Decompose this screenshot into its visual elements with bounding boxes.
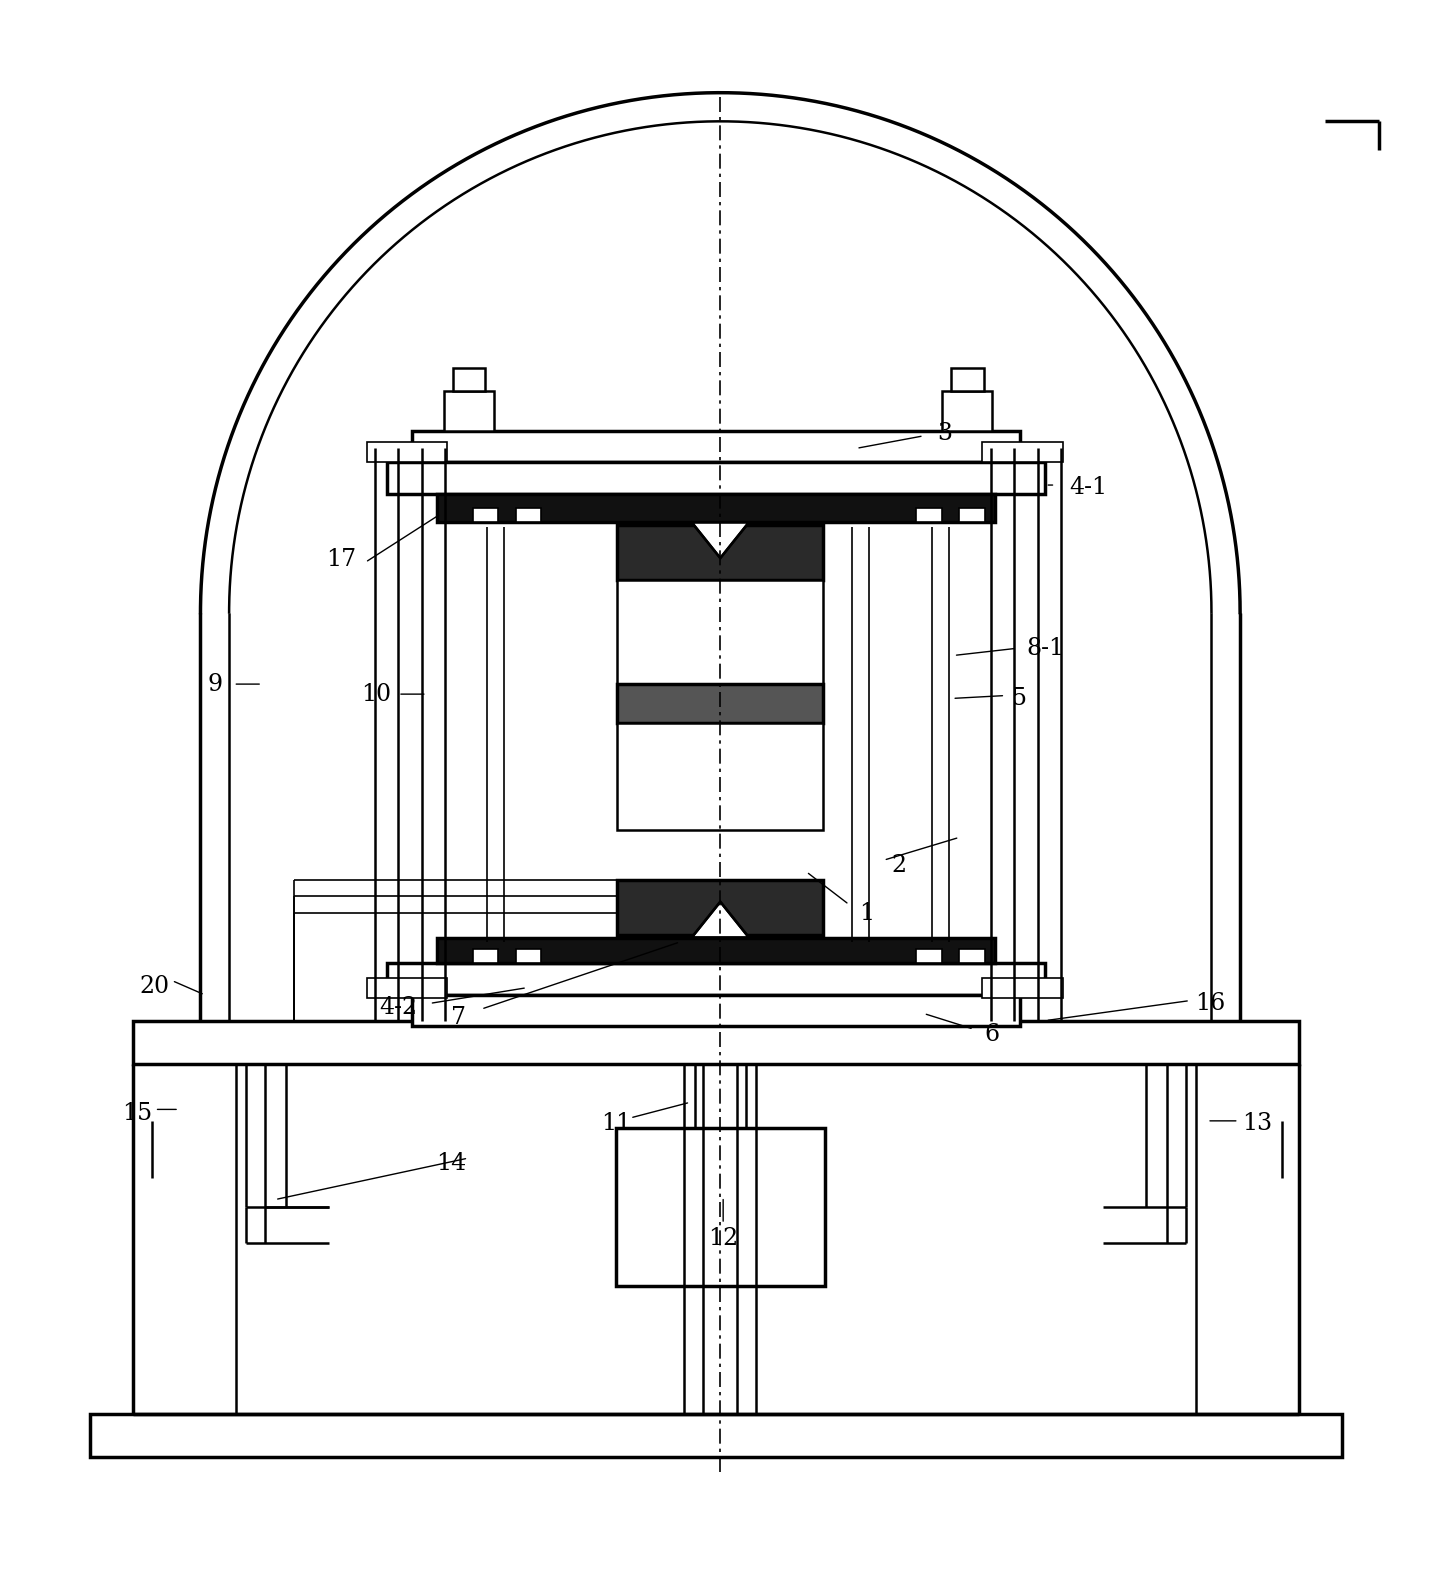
Bar bbox=[942, 391, 992, 431]
Text: 13: 13 bbox=[1242, 1113, 1273, 1135]
Text: 4-2: 4-2 bbox=[379, 996, 417, 1019]
Bar bbox=[387, 964, 1045, 994]
Bar bbox=[444, 391, 494, 431]
Bar bbox=[90, 1415, 1342, 1458]
Bar bbox=[959, 950, 985, 964]
Bar bbox=[982, 978, 1063, 997]
Text: 9: 9 bbox=[208, 673, 222, 695]
Bar bbox=[617, 723, 823, 829]
Bar bbox=[412, 431, 1020, 462]
Bar bbox=[616, 1129, 825, 1285]
Bar bbox=[516, 950, 541, 964]
Bar bbox=[516, 508, 541, 522]
Text: 17: 17 bbox=[325, 548, 357, 571]
Bar bbox=[951, 367, 984, 391]
Text: 12: 12 bbox=[707, 1227, 739, 1251]
Bar bbox=[437, 494, 995, 522]
Bar bbox=[617, 684, 823, 723]
Text: 7: 7 bbox=[451, 1007, 465, 1029]
Bar bbox=[916, 508, 942, 522]
Text: 10: 10 bbox=[361, 682, 392, 706]
Text: 6: 6 bbox=[985, 1024, 1000, 1046]
Text: 3: 3 bbox=[938, 423, 952, 445]
Text: 1: 1 bbox=[859, 902, 874, 924]
Polygon shape bbox=[692, 902, 749, 937]
Bar bbox=[617, 579, 823, 684]
Bar bbox=[437, 937, 995, 964]
Polygon shape bbox=[692, 522, 749, 559]
Text: 2: 2 bbox=[892, 855, 906, 877]
Bar bbox=[412, 994, 1020, 1026]
Text: 14: 14 bbox=[435, 1152, 467, 1175]
Text: 20: 20 bbox=[139, 975, 170, 997]
Text: 8-1: 8-1 bbox=[1027, 636, 1064, 660]
Bar bbox=[916, 950, 942, 964]
Bar bbox=[473, 950, 498, 964]
Bar bbox=[473, 508, 498, 522]
Bar bbox=[367, 442, 447, 462]
Bar bbox=[367, 978, 447, 997]
Text: 16: 16 bbox=[1194, 993, 1226, 1015]
Bar bbox=[982, 442, 1063, 462]
Text: 4-1: 4-1 bbox=[1070, 476, 1107, 499]
Text: 5: 5 bbox=[1012, 687, 1027, 709]
Bar bbox=[959, 508, 985, 522]
Text: 11: 11 bbox=[600, 1113, 632, 1135]
Bar bbox=[617, 526, 823, 579]
Bar bbox=[387, 462, 1045, 494]
Text: 15: 15 bbox=[122, 1102, 153, 1126]
Bar bbox=[453, 367, 485, 391]
Bar bbox=[133, 1021, 1299, 1064]
Bar bbox=[617, 880, 823, 934]
